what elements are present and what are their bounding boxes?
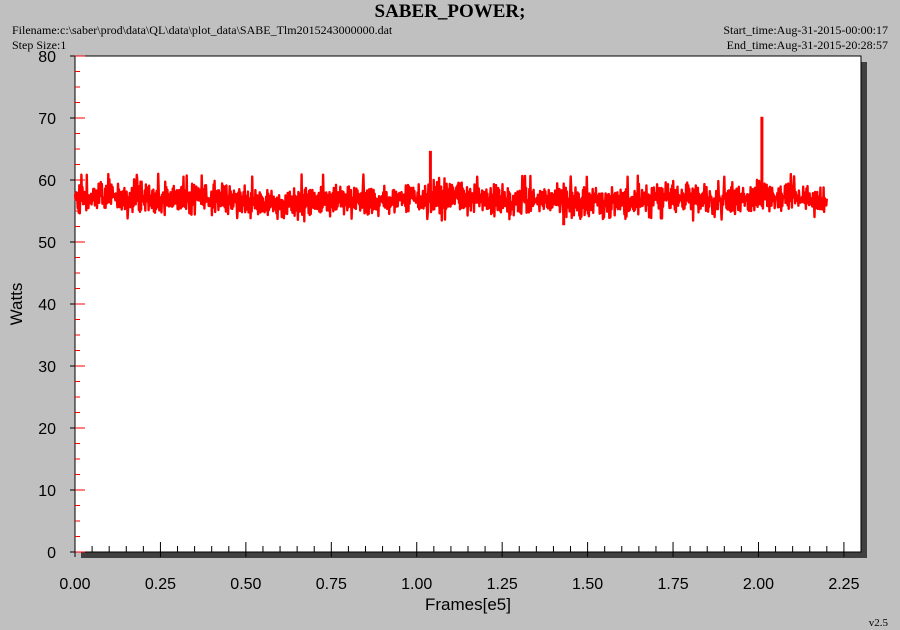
y-tick-label: 30 xyxy=(38,359,56,376)
series-group xyxy=(73,116,828,226)
x-tick-label: 0.75 xyxy=(316,576,347,593)
x-axis-title: Frames[e5] xyxy=(425,595,511,614)
y-tick-label: 60 xyxy=(38,173,56,190)
x-tick-label: 0.25 xyxy=(145,576,176,593)
y-tick-label: 50 xyxy=(38,235,56,252)
filename-label: Filename:c:\saber\prod\data\QL\data\plot… xyxy=(12,23,393,37)
step-size-label: Step Size:1 xyxy=(12,38,67,52)
y-tick-label: 0 xyxy=(47,545,56,562)
y-tick-label: 20 xyxy=(38,421,56,438)
axes-group xyxy=(70,55,862,557)
start-time-label: Start_time:Aug-31-2015-00:00:17 xyxy=(723,23,888,37)
x-tick-label: 1.25 xyxy=(487,576,518,593)
x-tick-label: 1.50 xyxy=(572,576,603,593)
x-tick-label: 2.00 xyxy=(743,576,774,593)
y-tick-label: 80 xyxy=(38,49,56,66)
version-label: v2.5 xyxy=(868,617,888,629)
y-tick-label: 10 xyxy=(38,483,56,500)
x-tick-label: 1.75 xyxy=(657,576,688,593)
end-time-label: End_time:Aug-31-2015-20:28:57 xyxy=(726,38,888,52)
x-tick-label: 0.00 xyxy=(59,576,90,593)
power-series-line xyxy=(73,172,828,223)
plot-area xyxy=(74,55,862,553)
y-tick-label: 70 xyxy=(38,111,56,128)
x-tick-label: 1.00 xyxy=(401,576,432,593)
y-axis-title: Watts xyxy=(7,283,26,326)
y-tick-label: 40 xyxy=(38,297,56,314)
x-tick-label: 0.50 xyxy=(230,576,261,593)
x-tick-label: 2.25 xyxy=(828,576,859,593)
chart-title: SABER_POWER; xyxy=(374,1,526,22)
labels-group: 0 10 20 30 40 50 60 70 80 0.00 0.25 0.50 0.75 1.00 1.2… xyxy=(7,49,860,614)
